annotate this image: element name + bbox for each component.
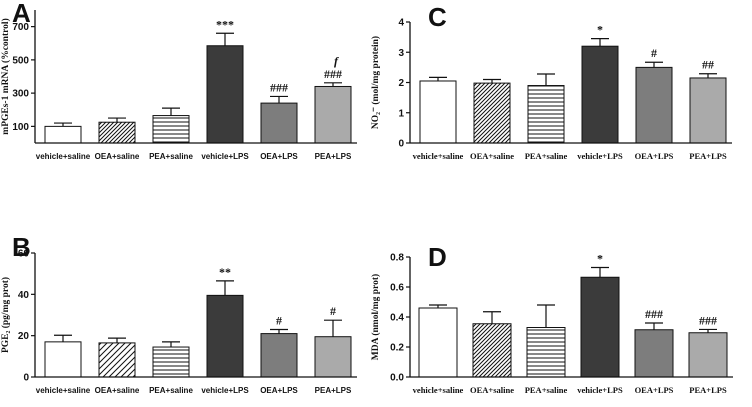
y-tick-label: 2 — [398, 78, 404, 89]
y-tick-label: 0.6 — [390, 283, 404, 294]
bar-vehicle+saline — [418, 307, 458, 378]
bar-OEA+saline — [473, 82, 511, 144]
x-tick-label: vehicle+LPS — [577, 151, 623, 161]
y-tick-label: 0 — [23, 373, 29, 384]
y-axis-title: NO₂⁻ (mol/mg protein) — [370, 36, 381, 129]
bar-PEA+LPS — [688, 332, 728, 378]
chart-panel-d: D 0.0 0.2 0.4 0.6 0.8 MDA (nmol/mg prot) vehicl… — [370, 242, 733, 395]
bar-PEA+saline — [527, 85, 565, 144]
bar-OEA+saline — [98, 121, 136, 144]
x-tick-label: vehicle+LPS — [201, 152, 249, 161]
significance-label: # — [330, 304, 336, 318]
bar-OEA+LPS — [634, 329, 674, 378]
bar-OEA+LPS — [260, 333, 298, 378]
bar-OEA+LPS — [260, 102, 298, 144]
y-tick-label: 0.2 — [390, 343, 404, 354]
x-tick-label: vehicle+LPS — [577, 385, 623, 395]
x-tick-label: PEA+LPS — [315, 152, 352, 161]
x-tick-label: vehicle+saline — [36, 386, 91, 395]
bar-PEA+LPS — [314, 336, 352, 378]
significance-label: ** — [219, 265, 231, 279]
y-tick-label: 700 — [12, 22, 29, 33]
y-tick-label: 3 — [398, 48, 404, 59]
y-tick-label: 500 — [12, 55, 29, 66]
x-tick-label: PEA+LPS — [315, 386, 352, 395]
bar-vehicle+saline — [419, 80, 457, 144]
x-tick-label: OEA+saline — [470, 151, 514, 161]
x-tick-label: vehicle+saline — [413, 151, 464, 161]
significance-label: ### — [645, 307, 663, 321]
significance-label: # — [651, 46, 657, 60]
significance-label: *** — [216, 17, 234, 31]
y-tick-label: 100 — [12, 122, 29, 133]
x-tick-label: OEA+LPS — [260, 152, 298, 161]
x-tick-label: OEA+LPS — [635, 151, 674, 161]
significance-label: ## — [702, 58, 714, 72]
bar-PEA+LPS — [689, 77, 727, 144]
x-tick-label: PEA+saline — [149, 386, 193, 395]
chart-panel-c: C 0 1 2 3 4 NO₂⁻ (mol/mg protein) vehicle+salin… — [370, 2, 732, 161]
bar-OEA+LPS — [635, 66, 673, 144]
panel-letter: D — [428, 242, 447, 272]
y-axis-title: MDA (nmol/mg prot) — [370, 274, 381, 360]
x-tick-label: PEA+saline — [525, 151, 568, 161]
bar-vehicle+LPS — [581, 45, 619, 144]
significance-label: # — [276, 313, 282, 327]
y-tick-label: 40 — [18, 290, 30, 301]
y-tick-label: 4 — [398, 18, 404, 29]
x-tick-label: OEA+saline — [95, 386, 140, 395]
bar-PEA+saline — [526, 327, 566, 378]
significance-label: * — [597, 23, 603, 37]
x-tick-label: OEA+LPS — [260, 386, 298, 395]
y-tick-label: 0 — [398, 139, 404, 150]
bar-OEA+saline — [472, 323, 512, 378]
panel-letter: C — [428, 2, 447, 32]
x-tick-label: OEA+saline — [470, 385, 514, 395]
bar-vehicle+saline — [44, 341, 82, 378]
significance-label: ### — [324, 67, 342, 81]
y-tick-label: 1 — [398, 108, 404, 119]
y-tick-label: 300 — [12, 89, 29, 100]
x-tick-label: vehicle+LPS — [201, 386, 249, 395]
x-tick-label: vehicle+saline — [36, 152, 91, 161]
bar-OEA+saline — [98, 342, 136, 378]
bar-PEA+saline — [152, 346, 190, 378]
chart-panel-b: B 0 20 40 60 PGE₂ (pg/mg prot) vehicle+saline O… — [0, 232, 357, 395]
y-tick-label: 0.8 — [390, 253, 404, 264]
x-tick-label: PEA+LPS — [689, 385, 727, 395]
bar-PEA+saline — [152, 115, 190, 144]
y-tick-label: 0.0 — [390, 373, 404, 384]
y-tick-label: 0.4 — [390, 313, 404, 324]
bar-vehicle+LPS — [580, 276, 620, 378]
significance-extra-label: f — [334, 54, 339, 68]
y-tick-label: 20 — [18, 331, 30, 342]
panel-letter: B — [12, 232, 31, 262]
x-tick-label: vehicle+saline — [413, 385, 464, 395]
bar-vehicle+LPS — [206, 45, 244, 144]
bar-vehicle+LPS — [206, 294, 244, 378]
bar-vehicle+saline — [44, 125, 82, 144]
x-tick-label: PEA+saline — [149, 152, 193, 161]
y-tick-label: 60 — [18, 249, 30, 260]
x-tick-label: PEA+saline — [525, 385, 568, 395]
significance-label: ### — [699, 313, 717, 327]
x-tick-label: OEA+LPS — [635, 385, 674, 395]
x-tick-label: OEA+saline — [95, 152, 140, 161]
significance-label: ### — [270, 80, 288, 94]
panel-letter: A — [12, 0, 31, 28]
bar-PEA+LPS — [314, 85, 352, 144]
y-axis-title: PGE₂ (pg/mg prot) — [0, 277, 11, 353]
significance-label: * — [597, 252, 603, 266]
y-axis-title: mPGEs-1 mRNA (%control) — [0, 18, 11, 134]
x-tick-label: PEA+LPS — [689, 151, 727, 161]
